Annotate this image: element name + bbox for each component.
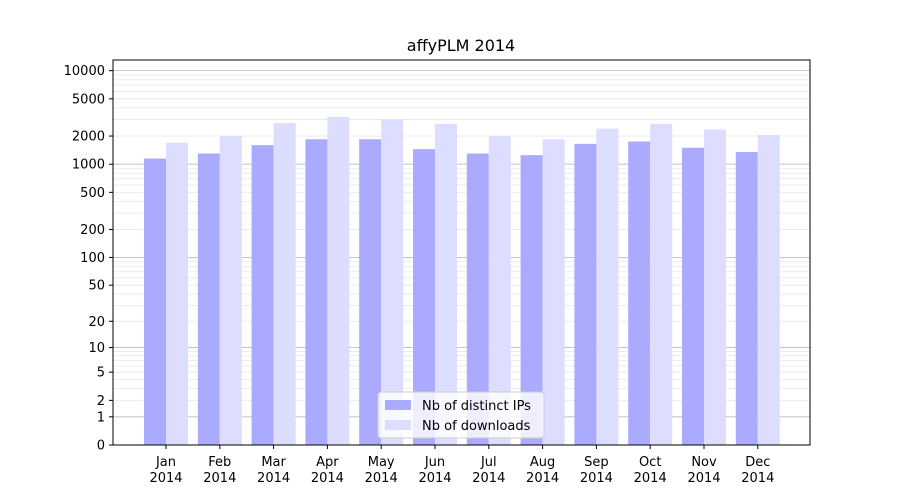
axes-layer: 0 12 5 10 20 50 100 200 500 1000 2000 5000 10000 Jan 2… — [64, 64, 775, 486]
bar-ips-6 — [466, 153, 489, 445]
y-tick-label: 2 — [97, 394, 105, 409]
y-tick-label: 50 — [88, 279, 105, 294]
bar-downloads-5 — [435, 123, 457, 445]
bar-ips-4 — [359, 139, 382, 445]
x-tick-label: Jun 2014 — [418, 455, 451, 486]
x-tick-label: Mar 2014 — [257, 455, 290, 486]
bar-downloads-1 — [219, 136, 242, 445]
x-tick-label: Jul 2014 — [472, 455, 505, 486]
legend-swatch-downloads — [385, 420, 411, 430]
legend: Nb of distinct IPs Nb of downloads — [377, 391, 545, 439]
x-tick-label: May 2014 — [365, 455, 398, 486]
bar-ips-5 — [413, 149, 435, 445]
bar-ips-9 — [628, 141, 651, 445]
bar-downloads-10 — [704, 129, 726, 446]
bar-ips-3 — [305, 139, 328, 445]
x-tick-label: Aug 2014 — [526, 455, 559, 486]
x-tick-label: Apr 2014 — [311, 455, 344, 486]
y-tick-label: 0 — [97, 439, 105, 454]
y-tick-label: 500 — [80, 186, 105, 201]
x-tick-label: Dec 2014 — [741, 455, 774, 486]
legend-box — [377, 391, 545, 439]
x-tick-label: Feb 2014 — [203, 455, 236, 486]
bars-layer — [144, 116, 780, 446]
bar-downloads-11 — [757, 135, 780, 445]
plot-frame — [112, 59, 811, 446]
bar-downloads-6 — [488, 136, 511, 445]
legend-swatch-ips — [385, 400, 411, 410]
bar-ips-10 — [682, 147, 704, 445]
bar-ips-8 — [574, 143, 597, 445]
bar-downloads-3 — [327, 116, 350, 446]
y-tick-label: 10000 — [64, 64, 105, 79]
y-tick-label: 10 — [88, 341, 105, 356]
y-tick-label: 1000 — [72, 158, 105, 173]
x-tick-label: Jan 2014 — [149, 455, 182, 486]
bar-downloads-2 — [273, 123, 296, 445]
y-tick-label: 100 — [80, 251, 105, 266]
x-tick-label: Nov 2014 — [687, 455, 720, 486]
bar-downloads-0 — [166, 142, 188, 445]
y-tick-label: 5 — [97, 366, 105, 381]
y-tick-label: 20 — [88, 315, 105, 330]
bar-ips-11 — [735, 152, 758, 445]
x-tick-label: Sep 2014 — [580, 455, 613, 486]
y-tick-label: 200 — [80, 223, 105, 238]
y-tick-label: 2000 — [72, 130, 105, 145]
legend-label-ips: Nb of distinct IPs — [422, 399, 531, 414]
chart-title: affyPLM 2014 — [407, 36, 515, 55]
bar-downloads-7 — [542, 139, 565, 445]
y-tick-label: 5000 — [72, 92, 105, 107]
y-tick-label: 1 — [97, 410, 105, 425]
x-tick-label: Oct 2014 — [634, 455, 667, 486]
bar-downloads-9 — [650, 123, 673, 445]
bar-downloads-8 — [596, 128, 619, 445]
bar-ips-0 — [144, 158, 166, 445]
bar-downloads-4 — [381, 119, 404, 445]
bar-ips-1 — [197, 153, 220, 445]
bar-ips-7 — [520, 155, 543, 446]
bar-ips-2 — [251, 145, 274, 445]
legend-label-downloads: Nb of downloads — [422, 419, 531, 434]
